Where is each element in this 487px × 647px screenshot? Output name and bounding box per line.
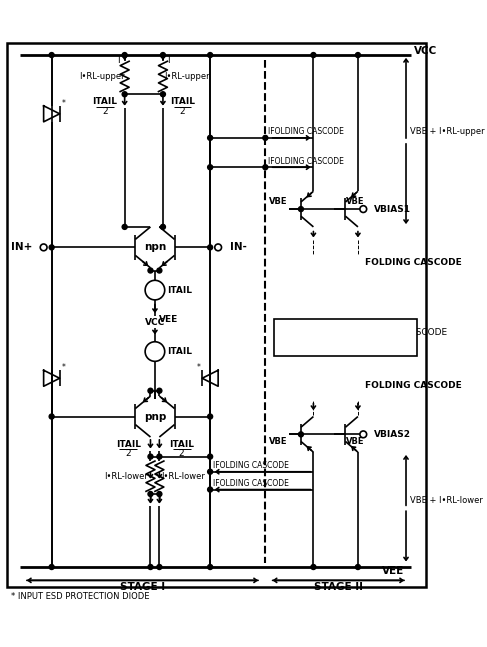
Text: ITAIL: ITAIL bbox=[93, 97, 117, 106]
Circle shape bbox=[160, 92, 166, 96]
Text: IN+: IN+ bbox=[11, 243, 32, 252]
Text: + IFOLDING CASCODE: + IFOLDING CASCODE bbox=[347, 328, 448, 337]
Text: ITAIL: ITAIL bbox=[170, 97, 195, 106]
Text: 2: 2 bbox=[125, 450, 131, 459]
Text: IFOLDING CASCODE: IFOLDING CASCODE bbox=[213, 479, 289, 488]
Text: FOLDING CASCODE: FOLDING CASCODE bbox=[365, 381, 462, 390]
Circle shape bbox=[207, 414, 213, 419]
Circle shape bbox=[299, 206, 303, 212]
Text: STAGE II: STAGE II bbox=[314, 582, 363, 593]
Text: I <: I < bbox=[288, 328, 300, 337]
Circle shape bbox=[311, 565, 316, 569]
Circle shape bbox=[207, 135, 213, 140]
Circle shape bbox=[356, 52, 360, 58]
Bar bbox=[274, 318, 417, 356]
Text: VBIAS1: VBIAS1 bbox=[374, 204, 411, 214]
Text: VBE: VBE bbox=[346, 437, 365, 446]
Text: VEE: VEE bbox=[382, 567, 404, 576]
Text: IN-: IN- bbox=[230, 243, 246, 252]
Circle shape bbox=[148, 268, 153, 273]
Text: I: I bbox=[149, 495, 152, 504]
Text: VCC: VCC bbox=[145, 318, 165, 327]
Circle shape bbox=[148, 454, 153, 459]
Text: VBE: VBE bbox=[269, 197, 288, 206]
Text: VBE: VBE bbox=[346, 197, 365, 206]
Circle shape bbox=[49, 52, 54, 58]
Text: I•RL-lower: I•RL-lower bbox=[105, 472, 149, 481]
Text: ITAIL: ITAIL bbox=[168, 347, 192, 356]
Circle shape bbox=[356, 565, 360, 569]
Circle shape bbox=[148, 565, 153, 569]
Circle shape bbox=[360, 431, 367, 438]
Circle shape bbox=[148, 492, 153, 496]
Text: I: I bbox=[167, 56, 169, 65]
Text: 2: 2 bbox=[180, 107, 186, 116]
Text: ITAIL: ITAIL bbox=[308, 325, 333, 334]
Circle shape bbox=[360, 206, 367, 212]
Text: ITAIL: ITAIL bbox=[168, 285, 192, 294]
Circle shape bbox=[49, 245, 54, 250]
Text: *: * bbox=[61, 98, 65, 107]
Circle shape bbox=[148, 388, 153, 393]
Circle shape bbox=[311, 52, 316, 58]
Text: npn: npn bbox=[144, 243, 166, 252]
Circle shape bbox=[207, 469, 213, 474]
Text: I: I bbox=[158, 495, 161, 504]
Circle shape bbox=[207, 487, 213, 492]
Text: VCC: VCC bbox=[414, 47, 437, 56]
Text: STAGE I: STAGE I bbox=[120, 582, 165, 593]
Text: *: * bbox=[197, 363, 201, 372]
Circle shape bbox=[145, 280, 165, 300]
Text: VBIAS2: VBIAS2 bbox=[374, 430, 411, 439]
Circle shape bbox=[215, 244, 222, 251]
Text: I•RL-upper: I•RL-upper bbox=[79, 72, 125, 81]
Text: FOLDING CASCODE: FOLDING CASCODE bbox=[365, 258, 462, 267]
Text: VBE + I•RL-upper: VBE + I•RL-upper bbox=[411, 127, 485, 136]
Text: ITAIL: ITAIL bbox=[169, 440, 194, 448]
Circle shape bbox=[122, 92, 127, 96]
Circle shape bbox=[40, 244, 47, 251]
Circle shape bbox=[207, 245, 213, 250]
Text: 2: 2 bbox=[318, 336, 323, 344]
Circle shape bbox=[145, 342, 165, 361]
Text: 2: 2 bbox=[102, 107, 108, 116]
Circle shape bbox=[207, 52, 213, 58]
Text: IFOLDING CASCODE: IFOLDING CASCODE bbox=[213, 461, 289, 470]
Text: *: * bbox=[61, 363, 65, 372]
Text: ITAIL: ITAIL bbox=[116, 440, 141, 448]
Text: VEE: VEE bbox=[158, 315, 178, 324]
Text: VBE + I•RL-lower: VBE + I•RL-lower bbox=[411, 496, 483, 505]
Circle shape bbox=[49, 565, 54, 569]
Circle shape bbox=[157, 268, 162, 273]
Text: pnp: pnp bbox=[144, 411, 166, 422]
Circle shape bbox=[263, 135, 268, 140]
Circle shape bbox=[160, 225, 166, 230]
Circle shape bbox=[157, 492, 162, 496]
Circle shape bbox=[157, 454, 162, 459]
Text: * INPUT ESD PROTECTION DIODE: * INPUT ESD PROTECTION DIODE bbox=[11, 592, 149, 601]
Text: 2: 2 bbox=[179, 450, 185, 459]
Circle shape bbox=[207, 454, 213, 459]
Circle shape bbox=[157, 388, 162, 393]
Circle shape bbox=[122, 52, 127, 58]
Circle shape bbox=[263, 165, 268, 170]
Circle shape bbox=[207, 565, 213, 569]
Circle shape bbox=[49, 414, 54, 419]
Circle shape bbox=[160, 52, 166, 58]
Circle shape bbox=[157, 565, 162, 569]
Text: IFOLDING CASCODE: IFOLDING CASCODE bbox=[268, 157, 344, 166]
Text: IFOLDING CASCODE: IFOLDING CASCODE bbox=[268, 127, 344, 136]
Circle shape bbox=[299, 432, 303, 437]
Text: I•RL-upper: I•RL-upper bbox=[164, 72, 210, 81]
Text: I•RL-lower: I•RL-lower bbox=[162, 472, 206, 481]
Text: VBE: VBE bbox=[269, 437, 288, 446]
Circle shape bbox=[122, 225, 127, 230]
Circle shape bbox=[207, 165, 213, 170]
Text: I: I bbox=[117, 56, 120, 65]
